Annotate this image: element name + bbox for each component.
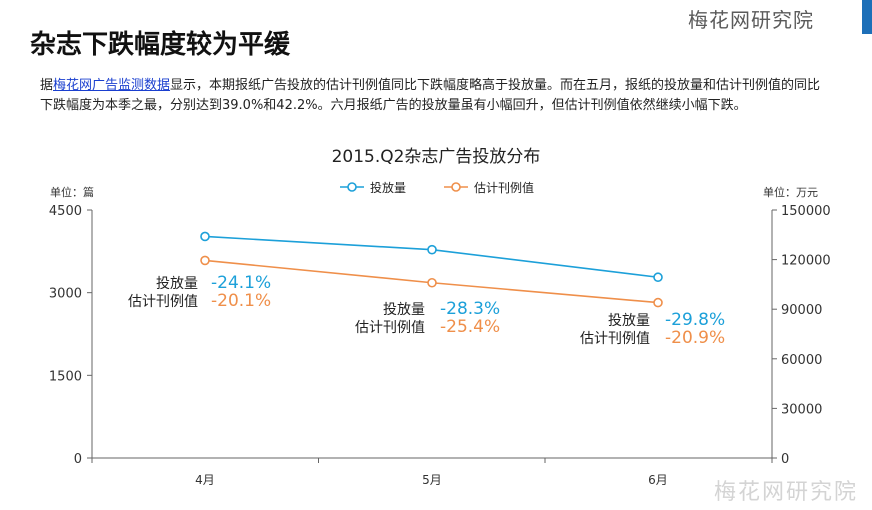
data-source-link[interactable]: 梅花网广告监测数据 xyxy=(53,78,171,93)
x-tick-label: 6月 xyxy=(648,473,668,487)
summary-text: 显示，本期报纸广告投放的估计刊例值同比下跌幅度略高于投放量。而在五月，报纸的投放… xyxy=(40,78,821,113)
data-point-1 xyxy=(427,244,437,255)
x-tick-label: 5月 xyxy=(422,473,442,487)
watermark: 梅花网研究院 xyxy=(713,480,858,505)
annotation-pct-volume: -29.8% xyxy=(665,310,725,330)
annotation-pct-value: -25.4% xyxy=(440,317,500,337)
data-point-1 xyxy=(653,272,663,283)
summary-prefix: 据 xyxy=(40,78,54,93)
left-tick-label: 3000 xyxy=(49,287,82,302)
annotation-label-volume: 投放量 xyxy=(608,313,650,329)
annotation-label-value: 估计刊例值 xyxy=(355,320,425,336)
annotation-label-value: 估计刊例值 xyxy=(580,331,650,347)
annotation-label-value: 估计刊例值 xyxy=(128,294,198,310)
annotation-label-volume: 投放量 xyxy=(156,276,198,292)
x-tick-label: 4月 xyxy=(195,473,215,487)
data-point-2 xyxy=(427,277,437,288)
legend-marker-1 xyxy=(347,182,357,192)
annotation-pct-value: -20.9% xyxy=(665,328,725,348)
data-point-1 xyxy=(200,231,210,242)
annotation-pct-volume: -28.3% xyxy=(440,299,500,319)
right-tick-label: 150000 xyxy=(781,204,831,219)
legend-label-2: 估计刊例值 xyxy=(474,180,534,195)
brand-accent-bar xyxy=(862,0,872,34)
legend-label-1: 投放量 xyxy=(370,180,406,195)
left-tick-label: 1500 xyxy=(49,369,82,384)
right-tick-label: 30000 xyxy=(781,402,822,417)
annotation-pct-value: -20.1% xyxy=(211,291,271,311)
series-line-1 xyxy=(204,235,659,279)
data-point-2 xyxy=(200,255,210,266)
summary-paragraph: 据梅花网广告监测数据显示，本期报纸广告投放的估计刊例值同比下跌幅度略高于投放量。… xyxy=(40,76,830,116)
brand-name: 梅花网研究院 xyxy=(688,8,814,32)
left-tick-label: 0 xyxy=(74,452,82,467)
annotation-pct-volume: -24.1% xyxy=(211,273,271,293)
page-title: 杂志下跌幅度较为平缓 xyxy=(30,30,291,60)
data-point-2 xyxy=(653,297,663,308)
right-tick-label: 90000 xyxy=(781,303,822,318)
left-axis-unit: 单位：篇 xyxy=(50,186,94,199)
legend-marker-2 xyxy=(451,182,461,192)
left-tick-label: 4500 xyxy=(49,204,82,219)
right-tick-label: 0 xyxy=(781,452,789,467)
right-tick-label: 60000 xyxy=(781,353,822,368)
right-tick-label: 120000 xyxy=(781,254,831,269)
chart-title: 2015.Q2杂志广告投放分布 xyxy=(331,147,541,167)
right-axis-unit: 单位：万元 xyxy=(763,186,818,199)
annotation-label-volume: 投放量 xyxy=(383,302,425,318)
